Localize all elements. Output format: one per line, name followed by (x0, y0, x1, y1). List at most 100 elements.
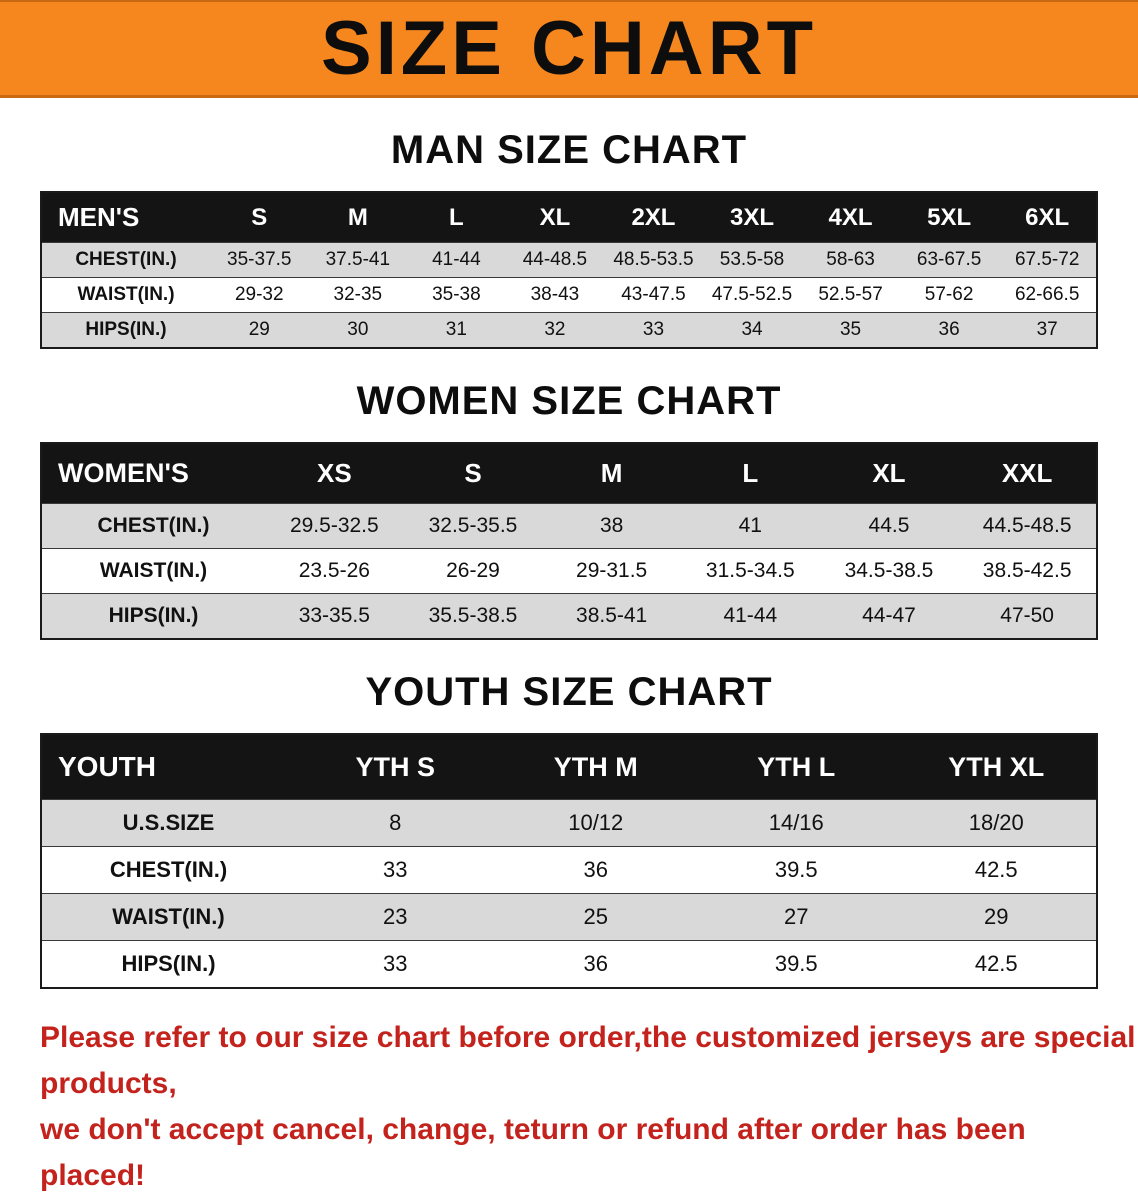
size-column-header: YTH S (295, 734, 496, 800)
cell-value: 30 (308, 312, 408, 348)
cell-value: 36 (899, 312, 999, 348)
cell-value: 29 (896, 893, 1097, 941)
size-column-header: XL (505, 192, 605, 243)
cell-value: 57-62 (899, 277, 999, 313)
size-column-header: 5XL (899, 192, 999, 243)
cell-value: 29.5-32.5 (265, 503, 404, 549)
size-column-header: M (308, 192, 408, 243)
table-row: WAIST(IN.) 29-32 32-35 35-38 38-43 43-47.5 47.… (41, 277, 1097, 313)
cell-value: 26-29 (403, 548, 543, 594)
cell-value: 38 (542, 503, 681, 549)
cell-value: 37 (998, 312, 1097, 348)
cell-value: 53.5-58 (702, 242, 802, 278)
cell-value: 39.5 (696, 940, 897, 988)
cell-value: 33 (604, 312, 703, 348)
header-row: YOUTH YTH S YTH M YTH L YTH XL (41, 734, 1097, 800)
men-size-table: MEN'S S M L XL 2XL 3XL 4XL 5XL 6XL CHEST(IN.) 35-37… (40, 191, 1098, 349)
table-title-cell: YOUTH (41, 734, 295, 800)
cell-value: 36 (495, 846, 696, 894)
women-size-table: WOMEN'S XS S M L XL XXL CHEST(IN.) 29.5-32.5 32.5… (40, 442, 1098, 640)
youth-size-table: YOUTH YTH S YTH M YTH L YTH XL U.S.SIZE 8 10/12… (40, 733, 1098, 989)
table-row: WAIST(IN.) 23.5-26 26-29 29-31.5 31.5-34.5 34… (41, 548, 1097, 594)
size-column-header: M (542, 443, 681, 504)
size-column-header: XS (265, 443, 404, 504)
cell-value: 36 (495, 940, 696, 988)
cell-value: 58-63 (801, 242, 900, 278)
row-label: HIPS(IN.) (41, 312, 210, 348)
cell-value: 47-50 (958, 593, 1097, 639)
size-column-header: YTH M (495, 734, 696, 800)
table-row: WAIST(IN.) 23 25 27 29 (41, 893, 1097, 941)
cell-value: 35 (801, 312, 900, 348)
banner: SIZE CHART (0, 0, 1138, 98)
cell-value: 33-35.5 (265, 593, 404, 639)
cell-value: 38.5-42.5 (958, 548, 1097, 594)
cell-value: 43-47.5 (604, 277, 703, 313)
cell-value: 34.5-38.5 (819, 548, 959, 594)
cell-value: 44.5-48.5 (958, 503, 1097, 549)
cell-value: 42.5 (896, 846, 1097, 894)
size-column-header: S (210, 192, 309, 243)
cell-value: 42.5 (896, 940, 1097, 988)
cell-value: 31 (407, 312, 506, 348)
cell-value: 29 (210, 312, 309, 348)
disclaimer-line-1: Please refer to our size chart before or… (40, 1021, 1136, 1100)
size-column-header: L (680, 443, 820, 504)
page-title: SIZE CHART (321, 5, 817, 91)
row-label: CHEST(IN.) (41, 242, 210, 278)
cell-value: 33 (295, 940, 496, 988)
cell-value: 44.5 (819, 503, 959, 549)
size-column-header: 3XL (702, 192, 802, 243)
cell-value: 34 (702, 312, 802, 348)
size-column-header: YTH L (696, 734, 897, 800)
cell-value: 38.5-41 (542, 593, 681, 639)
cell-value: 8 (295, 799, 496, 847)
row-label: HIPS(IN.) (41, 593, 265, 639)
row-label: U.S.SIZE (41, 799, 295, 847)
cell-value: 38-43 (505, 277, 605, 313)
cell-value: 32.5-35.5 (403, 503, 543, 549)
size-column-header: XXL (958, 443, 1097, 504)
row-label: WAIST(IN.) (41, 548, 265, 594)
cell-value: 52.5-57 (801, 277, 900, 313)
cell-value: 44-47 (819, 593, 959, 639)
cell-value: 37.5-41 (308, 242, 408, 278)
row-label: CHEST(IN.) (41, 846, 295, 894)
cell-value: 35-38 (407, 277, 506, 313)
cell-value: 44-48.5 (505, 242, 605, 278)
youth-size-section: YOUTH SIZE CHART YOUTH YTH S YTH M YTH L YTH… (0, 670, 1138, 989)
cell-value: 63-67.5 (899, 242, 999, 278)
disclaimer: Please refer to our size chart before or… (40, 1015, 1138, 1199)
cell-value: 39.5 (696, 846, 897, 894)
size-column-header: L (407, 192, 506, 243)
cell-value: 41 (680, 503, 820, 549)
cell-value: 27 (696, 893, 897, 941)
cell-value: 47.5-52.5 (702, 277, 802, 313)
cell-value: 48.5-53.5 (604, 242, 703, 278)
table-row: HIPS(IN.) 33-35.5 35.5-38.5 38.5-41 41-44 44-… (41, 593, 1097, 639)
size-column-header: 4XL (801, 192, 900, 243)
women-section-heading: WOMEN SIZE CHART (356, 379, 782, 423)
row-label: CHEST(IN.) (41, 503, 265, 549)
cell-value: 31.5-34.5 (680, 548, 820, 594)
cell-value: 29-31.5 (542, 548, 681, 594)
table-row: HIPS(IN.) 29 30 31 32 33 34 35 36 37 (41, 312, 1097, 348)
men-section-heading: MAN SIZE CHART (390, 128, 748, 172)
cell-value: 41-44 (680, 593, 820, 639)
cell-value: 10/12 (495, 799, 696, 847)
header-row: MEN'S S M L XL 2XL 3XL 4XL 5XL 6XL (41, 192, 1097, 243)
cell-value: 33 (295, 846, 496, 894)
men-size-section: MAN SIZE CHART MEN'S S M L XL 2XL 3XL 4XL 5XL 6XL… (0, 128, 1138, 349)
youth-section-heading: YOUTH SIZE CHART (365, 670, 773, 714)
table-row: U.S.SIZE 8 10/12 14/16 18/20 (41, 799, 1097, 847)
cell-value: 23 (295, 893, 496, 941)
cell-value: 35-37.5 (210, 242, 309, 278)
cell-value: 25 (495, 893, 696, 941)
cell-value: 67.5-72 (998, 242, 1097, 278)
cell-value: 32 (505, 312, 605, 348)
cell-value: 35.5-38.5 (403, 593, 543, 639)
table-row: CHEST(IN.) 33 36 39.5 42.5 (41, 846, 1097, 894)
cell-value: 23.5-26 (265, 548, 404, 594)
table-row: HIPS(IN.) 33 36 39.5 42.5 (41, 940, 1097, 988)
header-row: WOMEN'S XS S M L XL XXL (41, 443, 1097, 504)
